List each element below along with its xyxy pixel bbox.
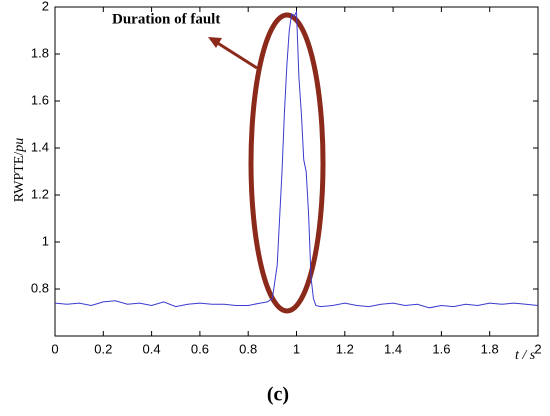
y-tick-label: 1.2 xyxy=(31,186,49,201)
y-tick-label: 0.8 xyxy=(31,280,49,295)
x-tick-label: 0.8 xyxy=(239,341,257,356)
fault-ellipse xyxy=(248,12,326,314)
x-tick-label: 0.4 xyxy=(143,341,161,356)
y-axis-label: RWPTE/pu xyxy=(12,138,27,203)
y-tick-label: 1.8 xyxy=(31,45,49,60)
x-tick-label: 1 xyxy=(293,341,300,356)
x-tick-label: 1.2 xyxy=(336,341,354,356)
y-tick-label: 2 xyxy=(42,0,49,13)
x-tick-label: 0.6 xyxy=(191,341,209,356)
x-tick-label: 1.8 xyxy=(481,341,499,356)
x-tick-label: 1.4 xyxy=(384,341,402,356)
y-tick-label: 1.6 xyxy=(31,92,49,107)
data-line xyxy=(54,9,539,309)
x-tick-label: 0.2 xyxy=(94,341,112,356)
x-tick-label: 1.6 xyxy=(432,341,450,356)
annotation: Duration of fault xyxy=(112,11,220,27)
y-tick-label: 1 xyxy=(42,233,49,248)
x-axis-label: t / s xyxy=(515,348,536,363)
arrow-head xyxy=(208,37,222,48)
x-tick-label: 0 xyxy=(51,341,58,356)
plot-frame xyxy=(54,6,539,337)
y-label-text: RWPTE/ xyxy=(12,152,27,203)
y-tick-label: 1.4 xyxy=(31,139,49,154)
caption: (c) xyxy=(267,384,289,406)
x-tick-label: 2 xyxy=(534,341,541,356)
annotation-arrow xyxy=(215,40,258,70)
y-label-unit: pu xyxy=(12,138,27,153)
